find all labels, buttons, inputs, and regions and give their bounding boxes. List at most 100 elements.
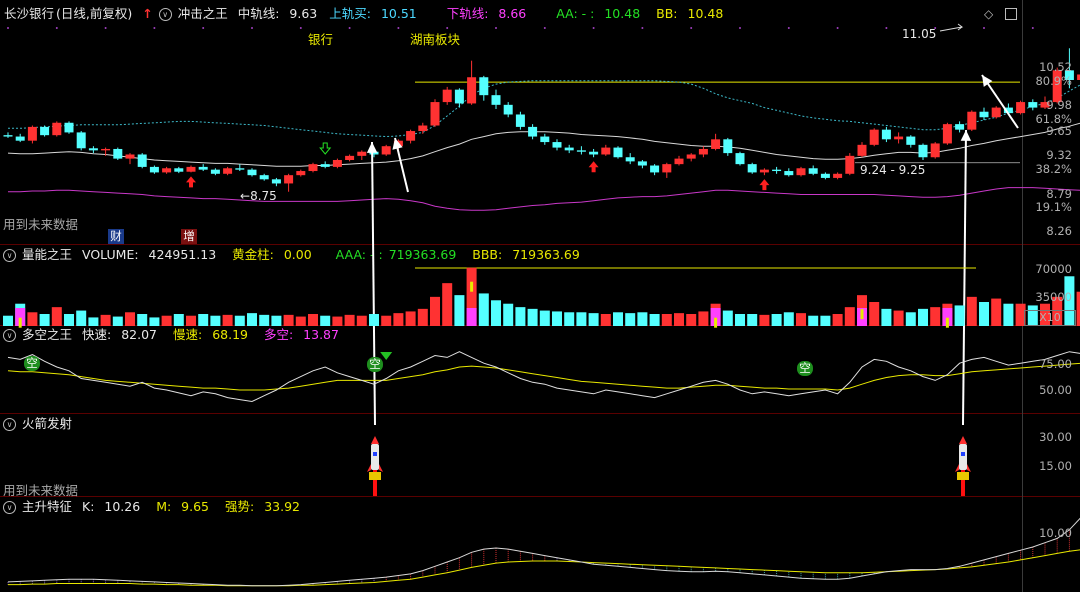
volume-bar	[796, 313, 806, 326]
volume-bar	[3, 315, 13, 326]
price-axis-label: 9.65	[1046, 124, 1072, 138]
period-dot	[251, 27, 253, 29]
finance-badge[interactable]: 财	[108, 229, 124, 244]
collapse-icon[interactable]	[1005, 8, 1017, 20]
signal-triangle-icon	[380, 352, 393, 360]
candle-body	[1016, 102, 1026, 114]
rise-axis-label: 10.00	[1039, 526, 1072, 540]
candle-body	[674, 158, 684, 165]
candle-body	[442, 89, 452, 103]
candle-body	[637, 161, 647, 166]
indicator-toggle-icon[interactable]: ∨	[158, 8, 172, 21]
kong-badge: 空	[797, 361, 813, 376]
future-data-note: 用到未来数据	[3, 483, 79, 498]
volume-bar	[308, 314, 318, 326]
volume-bar	[1015, 303, 1026, 326]
candle-body	[125, 154, 135, 159]
indicator-toggle-icon[interactable]: ∨	[3, 329, 16, 342]
chart-mode[interactable]: (日线,前复权)	[56, 6, 133, 21]
volume-indicator-name[interactable]: 量能之王	[22, 247, 73, 262]
green-arrow-icon	[319, 142, 332, 155]
kuai-value: 快速: 82.07	[82, 327, 157, 342]
volume-bar	[954, 305, 965, 326]
volume-bar	[442, 283, 453, 326]
volume-bar	[39, 314, 50, 326]
volume-bar	[344, 314, 355, 326]
period-dot	[104, 27, 107, 29]
volume-bar	[88, 317, 99, 326]
diamond-icon[interactable]: ◇	[984, 7, 994, 21]
volume-bar	[173, 314, 184, 326]
lower-line-label: 下轨线: 8.66	[446, 6, 527, 21]
rocket-icon-window	[961, 452, 965, 456]
volume-bar	[979, 302, 989, 326]
duokong-indicator-name[interactable]: 多空之王	[22, 327, 73, 342]
candle-body	[698, 148, 708, 155]
volume-bar	[198, 314, 209, 326]
indicator-name[interactable]: 冲击之王	[177, 6, 228, 21]
buy-arrow-icon	[588, 161, 599, 173]
candle-body	[52, 122, 62, 136]
kong-badge: 空	[24, 356, 40, 371]
high-price-pointer-icon	[939, 23, 964, 32]
volume-bar	[552, 311, 562, 326]
volume-bar	[991, 298, 1002, 326]
volume-bar	[491, 300, 501, 326]
volume-bar	[844, 307, 855, 326]
period-dot	[7, 27, 9, 29]
price-axis-label: 10.52	[1039, 60, 1072, 74]
candle-body	[1052, 70, 1062, 103]
volume-bar	[405, 311, 416, 326]
volume-axis-label: 70000	[1035, 262, 1072, 276]
candle-body	[296, 171, 306, 176]
candle-body	[820, 173, 830, 178]
rocket-indicator-name[interactable]: 火箭发射	[22, 416, 73, 431]
rocket-panel-header: ∨ 火箭发射	[0, 415, 78, 433]
increase-badge[interactable]: 增	[181, 229, 197, 244]
candle-body	[589, 151, 599, 155]
candle-body	[210, 169, 220, 174]
rise-k-value: K: 10.26	[82, 499, 141, 514]
volume-unit-badge[interactable]: X10	[1024, 310, 1076, 326]
candle-body	[137, 154, 147, 167]
gold-volume-marker	[470, 281, 474, 292]
indicator-toggle-icon[interactable]: ∨	[3, 249, 16, 262]
candle-body	[528, 126, 538, 137]
rocket-icon-window	[373, 452, 377, 456]
rise-indicator-name[interactable]: 主升特征	[22, 499, 73, 514]
upper-band-line	[8, 80, 1080, 138]
volume-bar	[64, 314, 74, 326]
gold-volume-marker	[714, 317, 718, 328]
upper-line-label: 上轨买: 10.51	[329, 6, 417, 21]
rocket-icon-fins	[367, 464, 383, 472]
rocket-icon-body	[959, 444, 967, 470]
volume-bar	[320, 315, 331, 326]
volume-bar	[1076, 291, 1080, 326]
rocket-axis-label: 30.00	[1039, 430, 1072, 444]
candle-body	[259, 175, 269, 180]
candle-body	[503, 104, 513, 115]
volume-bar	[625, 313, 636, 326]
candle-body	[454, 89, 464, 104]
candle-body	[991, 107, 1001, 118]
indicator-toggle-icon[interactable]: ∨	[3, 418, 16, 431]
volume-bar	[76, 310, 87, 326]
gold-volume-marker	[18, 317, 22, 328]
candle-body	[735, 153, 745, 165]
candle-body	[515, 114, 525, 127]
bb-label: BB: 10.48	[656, 6, 724, 21]
candle-body	[967, 111, 977, 130]
indicator-toggle-icon[interactable]: ∨	[3, 501, 16, 514]
period-dot	[153, 27, 156, 29]
annotation-arrow-head	[982, 75, 993, 87]
candle-body	[564, 147, 574, 151]
volume-bar	[832, 314, 843, 326]
candle-body	[881, 129, 891, 140]
volume-bar	[369, 314, 379, 326]
candle-body	[759, 169, 769, 173]
price-axis-label: 8.26	[1046, 224, 1072, 238]
stock-name[interactable]: 长沙银行	[4, 6, 55, 21]
candle-body	[1003, 107, 1013, 114]
price-axis-label: 9.32	[1046, 148, 1072, 162]
